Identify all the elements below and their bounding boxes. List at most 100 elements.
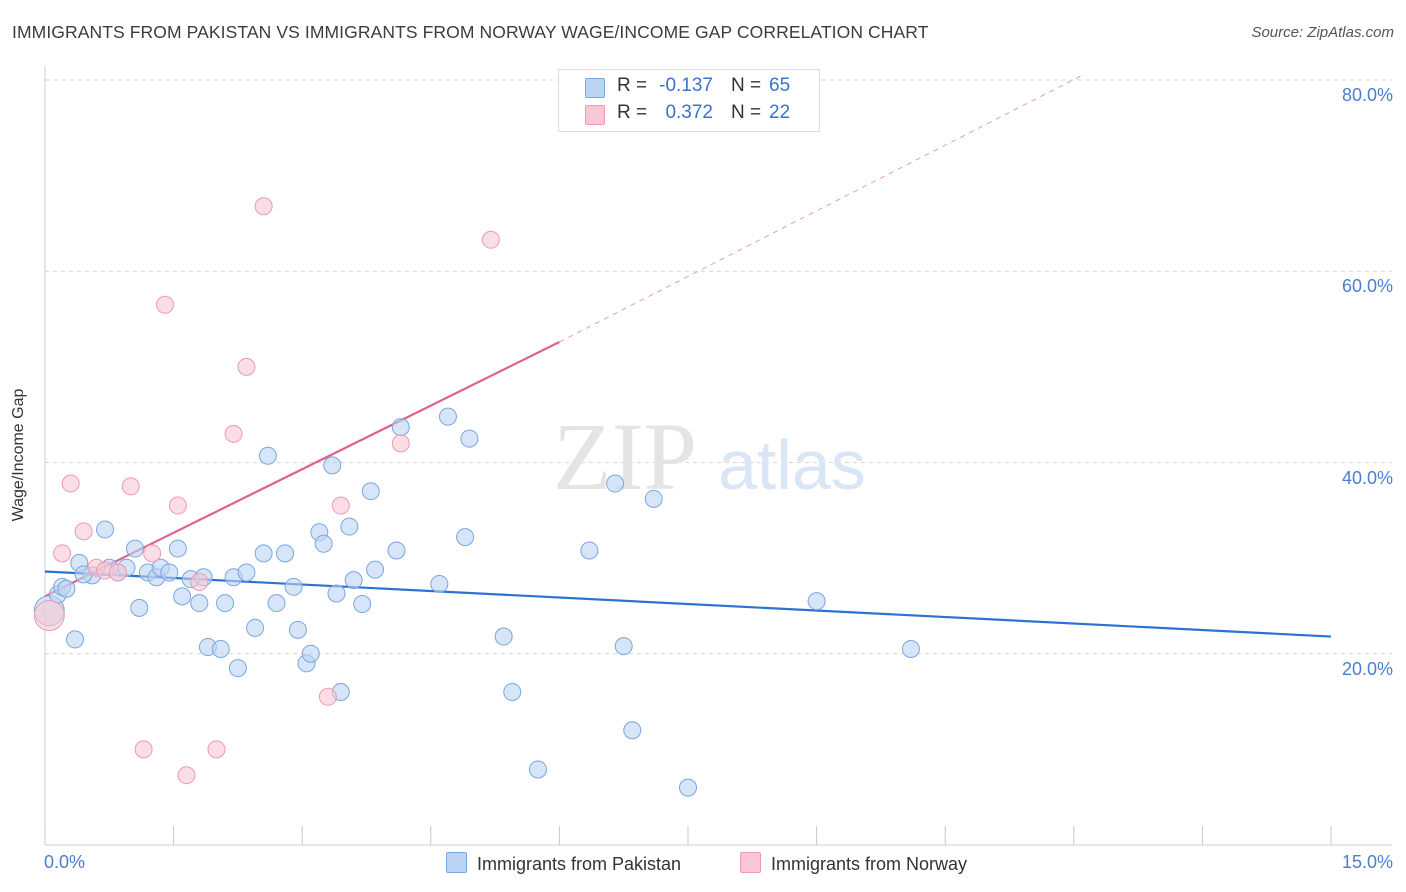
legend-label: Immigrants from Norway: [771, 854, 968, 874]
watermark-atlas: atlas: [718, 426, 866, 504]
pakistan-point: [57, 579, 76, 598]
legend-label: Immigrants from Pakistan: [477, 854, 682, 874]
pakistan-point: [494, 627, 513, 646]
pakistan-point: [254, 544, 273, 563]
norway-point: [53, 544, 72, 563]
pakistan-point: [301, 644, 320, 663]
stats-legend-box: R = -0.137 N = 65 R = 0.372 N = 22: [558, 69, 820, 132]
pakistan-legend-swatch: [446, 852, 467, 873]
norway-point: [391, 434, 410, 453]
pakistan-point: [288, 620, 307, 639]
r-value: 0.372: [665, 102, 713, 123]
y-tick-label: 20.0%: [1341, 658, 1393, 679]
pakistan-point: [679, 778, 697, 797]
norway-point: [61, 474, 80, 493]
r-label: R =: [617, 75, 648, 96]
y-tick-label: 60.0%: [1341, 276, 1393, 297]
watermark: ZIP atlas: [553, 403, 866, 510]
pakistan-point: [228, 659, 247, 678]
pakistan-point: [387, 541, 406, 560]
stats-row-norway: R = 0.372 N = 22: [559, 102, 819, 128]
pakistan-point: [323, 456, 342, 475]
x-tick-label-max: 15.0%: [1341, 852, 1393, 872]
points-layer: [33, 197, 920, 797]
pakistan-point: [126, 539, 145, 558]
y-tick-label: 80.0%: [1341, 85, 1393, 105]
pakistan-point: [353, 595, 372, 614]
n-value: 22: [769, 102, 791, 123]
pakistan-point: [623, 721, 642, 740]
pakistan-point: [216, 594, 235, 613]
pakistan-point: [284, 577, 303, 596]
norway-point: [481, 230, 500, 249]
pakistan-point: [614, 637, 633, 656]
pakistan-point: [361, 482, 380, 501]
pakistan-point: [130, 598, 149, 617]
y-tick-label: 40.0%: [1341, 467, 1393, 488]
norway-trend-extension: [559, 74, 1083, 343]
legend-item-pakistan[interactable]: Immigrants from Pakistan: [446, 852, 681, 875]
pakistan-point: [438, 407, 457, 426]
norway-point: [168, 496, 187, 515]
pakistan-point: [327, 584, 346, 603]
norway-point: [177, 766, 196, 785]
norway-legend-swatch: [740, 852, 761, 873]
axis-layer: [44, 66, 1392, 846]
n-label: N =: [731, 102, 762, 123]
pakistan-trend-line: [44, 570, 1332, 638]
norway-point: [237, 357, 256, 376]
pakistan-point: [96, 520, 115, 539]
norway-point: [254, 197, 273, 216]
pakistan-point: [246, 618, 265, 637]
n-label: N =: [731, 75, 762, 96]
pakistan-point: [66, 630, 85, 649]
pakistan-point: [276, 544, 295, 563]
x-tick-label-min: 0.0%: [44, 852, 86, 872]
norway-point: [156, 295, 175, 314]
trend-layer: [44, 74, 1332, 638]
pakistan-point: [173, 587, 192, 606]
pakistan-point: [901, 639, 920, 658]
pakistan-swatch: [585, 78, 605, 98]
norway-point: [143, 544, 162, 563]
pakistan-point: [168, 539, 187, 558]
norway-point: [224, 424, 243, 443]
pakistan-point: [340, 517, 359, 536]
stats-row-pakistan: R = -0.137 N = 65: [559, 75, 819, 101]
norway-point: [134, 740, 153, 759]
pakistan-point: [237, 563, 256, 582]
pakistan-point: [344, 571, 363, 590]
n-value: 65: [769, 75, 791, 96]
pakistan-point: [460, 429, 479, 448]
pakistan-point: [503, 683, 522, 701]
norway-point: [318, 687, 337, 706]
norway-point: [331, 496, 350, 515]
norway-swatch: [585, 105, 605, 125]
pakistan-point: [211, 639, 230, 658]
pakistan-point: [430, 574, 449, 593]
pakistan-point: [456, 528, 475, 547]
source-label: Source: ZipAtlas.com: [1251, 24, 1394, 41]
norway-point: [190, 573, 209, 592]
norway-point: [121, 477, 140, 496]
norway-point: [33, 600, 65, 631]
r-label: R =: [617, 102, 648, 123]
pakistan-point: [606, 474, 625, 493]
pakistan-point: [807, 592, 826, 611]
y-axis-label: Wage/Income Gap: [10, 388, 27, 522]
norway-point: [108, 563, 127, 582]
chart-title: IMMIGRANTS FROM PAKISTAN VS IMMIGRANTS F…: [12, 22, 929, 42]
watermark-zip: ZIP: [553, 403, 697, 510]
pakistan-point: [314, 534, 333, 553]
pakistan-point: [528, 760, 547, 779]
pakistan-point: [160, 563, 179, 582]
pakistan-point: [190, 594, 209, 613]
pakistan-point: [366, 560, 385, 579]
pakistan-point: [267, 594, 286, 613]
pakistan-point: [391, 418, 410, 437]
norway-point: [207, 740, 226, 759]
pakistan-point: [580, 541, 599, 560]
legend-item-norway[interactable]: Immigrants from Norway: [740, 852, 967, 875]
norway-point: [74, 522, 93, 541]
